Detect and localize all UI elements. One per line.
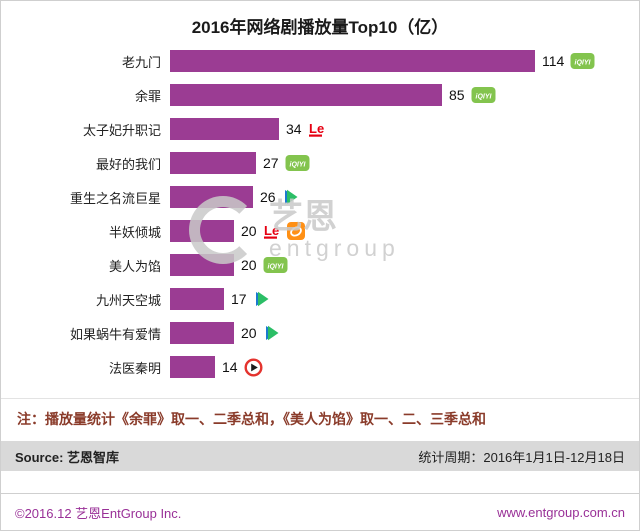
platform-icons: Le	[263, 222, 305, 240]
chart-row: 最好的我们 27 iQIYI	[5, 146, 639, 180]
bar	[170, 186, 253, 208]
chart-row: 美人为馅 20 iQIYI	[5, 248, 639, 282]
chart-title: 2016年网络剧播放量Top10（亿）	[191, 18, 449, 37]
chart-row: 法医秦明 14	[5, 350, 639, 384]
drama-title-label: 如果蜗牛有爱情	[69, 326, 161, 342]
bar	[170, 50, 535, 72]
chart-row: 如果蜗牛有爱情 20	[5, 316, 639, 350]
platform-icons: iQIYI	[263, 256, 288, 274]
svg-text:iQIYI: iQIYI	[267, 264, 284, 271]
chart-row: 太子妃升职记 34 Le	[5, 112, 639, 146]
bar	[170, 288, 224, 310]
drama-title-label: 法医秦明	[108, 360, 161, 376]
svg-text:Le: Le	[264, 223, 279, 238]
stat-period-label: 统计周期：2016年1月1日-12月18日	[418, 449, 625, 465]
chart-row: 重生之名流巨星 26	[5, 180, 639, 214]
bar	[170, 254, 234, 276]
drama-title-label: 美人为馅	[108, 258, 161, 274]
bar	[170, 322, 234, 344]
drama-title-label: 九州天空城	[95, 292, 161, 308]
chart-row: 九州天空城 17	[5, 282, 639, 316]
letv-icon: Le	[263, 222, 283, 240]
bar	[170, 84, 442, 106]
platform-icons: iQIYI	[285, 154, 310, 172]
chart-rows: 老九门 114 iQIYI 余罪 85 iQIYI 太子妃升职记 34 Le 最…	[5, 44, 639, 384]
platform-icons	[244, 357, 263, 377]
platform-icons: iQIYI	[471, 86, 496, 104]
platform-icons: iQIYI	[570, 52, 595, 70]
bar-value-label: 34	[286, 121, 302, 137]
drama-title-label: 余罪	[134, 88, 161, 104]
platform-icons: Le	[308, 120, 328, 138]
footer: ©2016.12 艺恩EntGroup Inc. www.entgroup.co…	[1, 493, 639, 530]
iqiyi-icon: iQIYI	[285, 154, 310, 172]
iqiyi-icon: iQIYI	[471, 86, 496, 104]
bar-value-label: 17	[231, 291, 247, 307]
tencent-video-icon	[253, 290, 271, 308]
platform-icons	[282, 188, 300, 206]
bar-value-label: 20	[241, 223, 257, 239]
svg-text:Le: Le	[309, 121, 324, 136]
iqiyi-icon: iQIYI	[263, 256, 288, 274]
iqiyi-icon: iQIYI	[570, 52, 595, 70]
bar	[170, 220, 234, 242]
svg-text:iQIYI: iQIYI	[289, 162, 306, 169]
bar-value-label: 114	[542, 53, 565, 69]
sohu-video-icon	[244, 357, 263, 377]
drama-title-label: 太子妃升职记	[82, 122, 161, 138]
bar-value-label: 20	[241, 257, 257, 273]
platform-icons	[253, 290, 271, 308]
bar-value-label: 85	[449, 87, 465, 103]
bar-value-label: 27	[263, 155, 279, 171]
bar-value-label: 20	[241, 325, 257, 341]
platform-icons	[263, 324, 281, 342]
bar-chart: 老九门 114 iQIYI 余罪 85 iQIYI 太子妃升职记 34 Le 最…	[1, 44, 639, 384]
bar-value-label: 14	[222, 359, 238, 375]
bar	[170, 118, 279, 140]
chart-row: 半妖倾城 20 Le	[5, 214, 639, 248]
mango-tv-icon	[286, 222, 305, 240]
drama-title-label: 半妖倾城	[108, 224, 161, 240]
tencent-video-icon	[263, 324, 281, 342]
footnote: 注：播放量统计《余罪》取一、二季总和，《美人为馅》取一、二、三季总和	[1, 398, 639, 441]
bar-value-label: 26	[260, 189, 276, 205]
copyright-label: ©2016.12 艺恩EntGroup Inc.	[15, 505, 182, 521]
drama-title-label: 重生之名流巨星	[69, 190, 161, 206]
svg-text:iQIYI: iQIYI	[575, 60, 592, 67]
website-link[interactable]: www.entgroup.com.cn	[497, 504, 625, 520]
svg-text:iQIYI: iQIYI	[475, 94, 492, 101]
chart-row: 余罪 85 iQIYI	[5, 78, 639, 112]
drama-title-label: 老九门	[121, 54, 161, 70]
drama-title-label: 最好的我们	[95, 156, 161, 172]
source-bar: Source: 艺恩智库 统计周期：2016年1月1日-12月18日	[1, 441, 639, 471]
chart-row: 老九门 114 iQIYI	[5, 44, 639, 78]
tencent-video-icon	[282, 188, 300, 206]
source-label: Source: 艺恩智库	[15, 449, 120, 465]
letv-icon: Le	[308, 120, 328, 138]
bar	[170, 356, 215, 378]
bar	[170, 152, 256, 174]
